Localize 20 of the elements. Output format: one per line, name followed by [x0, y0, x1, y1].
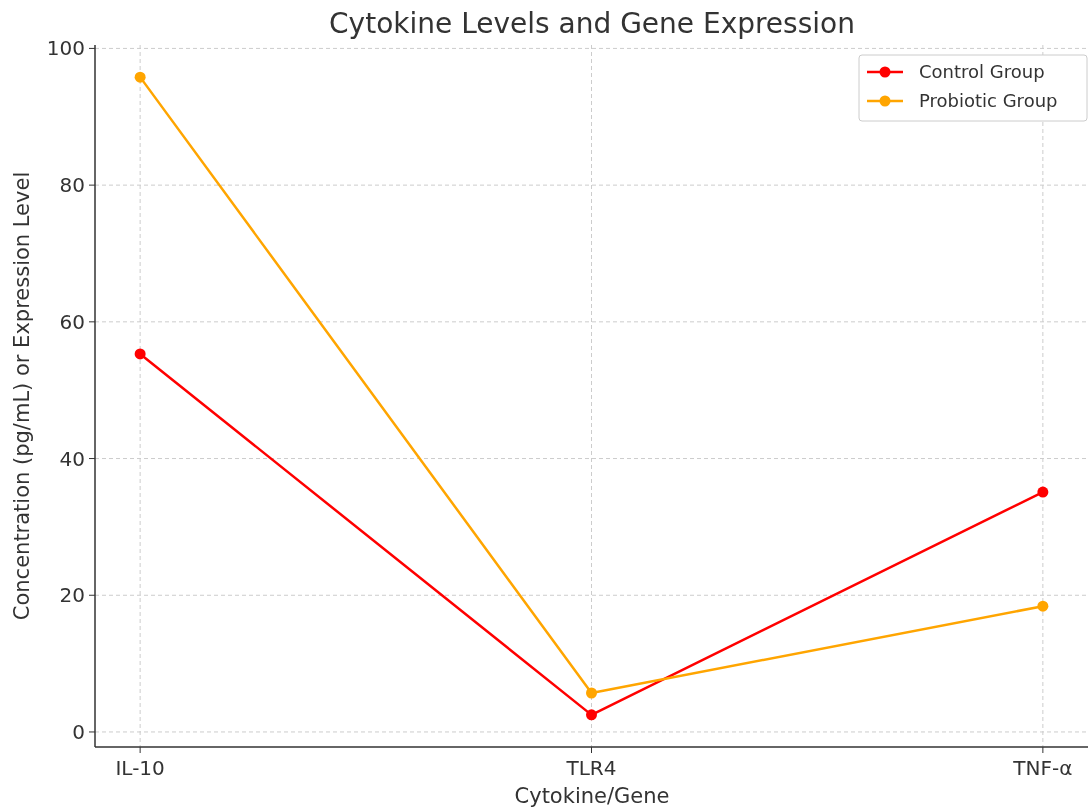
point	[134, 348, 146, 360]
chart-title: Cytokine Levels and Gene Expression	[329, 7, 855, 40]
point	[586, 687, 597, 699]
x-tick-label: IL-10	[115, 756, 165, 780]
y-tick-label: 20	[59, 583, 85, 608]
y-tick-label: 40	[59, 446, 85, 471]
legend-label: Control Group	[919, 61, 1045, 83]
point	[1037, 486, 1049, 498]
y-tick-label: 0	[72, 719, 85, 744]
y-tick-label: 80	[59, 173, 85, 198]
y-tick-label: 60	[59, 309, 85, 334]
point	[134, 71, 146, 83]
legend-label: Probiotic Group	[919, 90, 1058, 112]
x-tick-label: TLR4	[565, 756, 617, 780]
y-axis-title: Concentration (pg/mL) or Expression Level	[10, 171, 34, 621]
point	[586, 709, 597, 721]
x-tick-label: TNF-α	[1012, 756, 1073, 780]
point	[1037, 600, 1049, 612]
x-axis-title: Cytokine/Gene	[514, 784, 670, 808]
y-tick-label: 100	[46, 36, 85, 61]
